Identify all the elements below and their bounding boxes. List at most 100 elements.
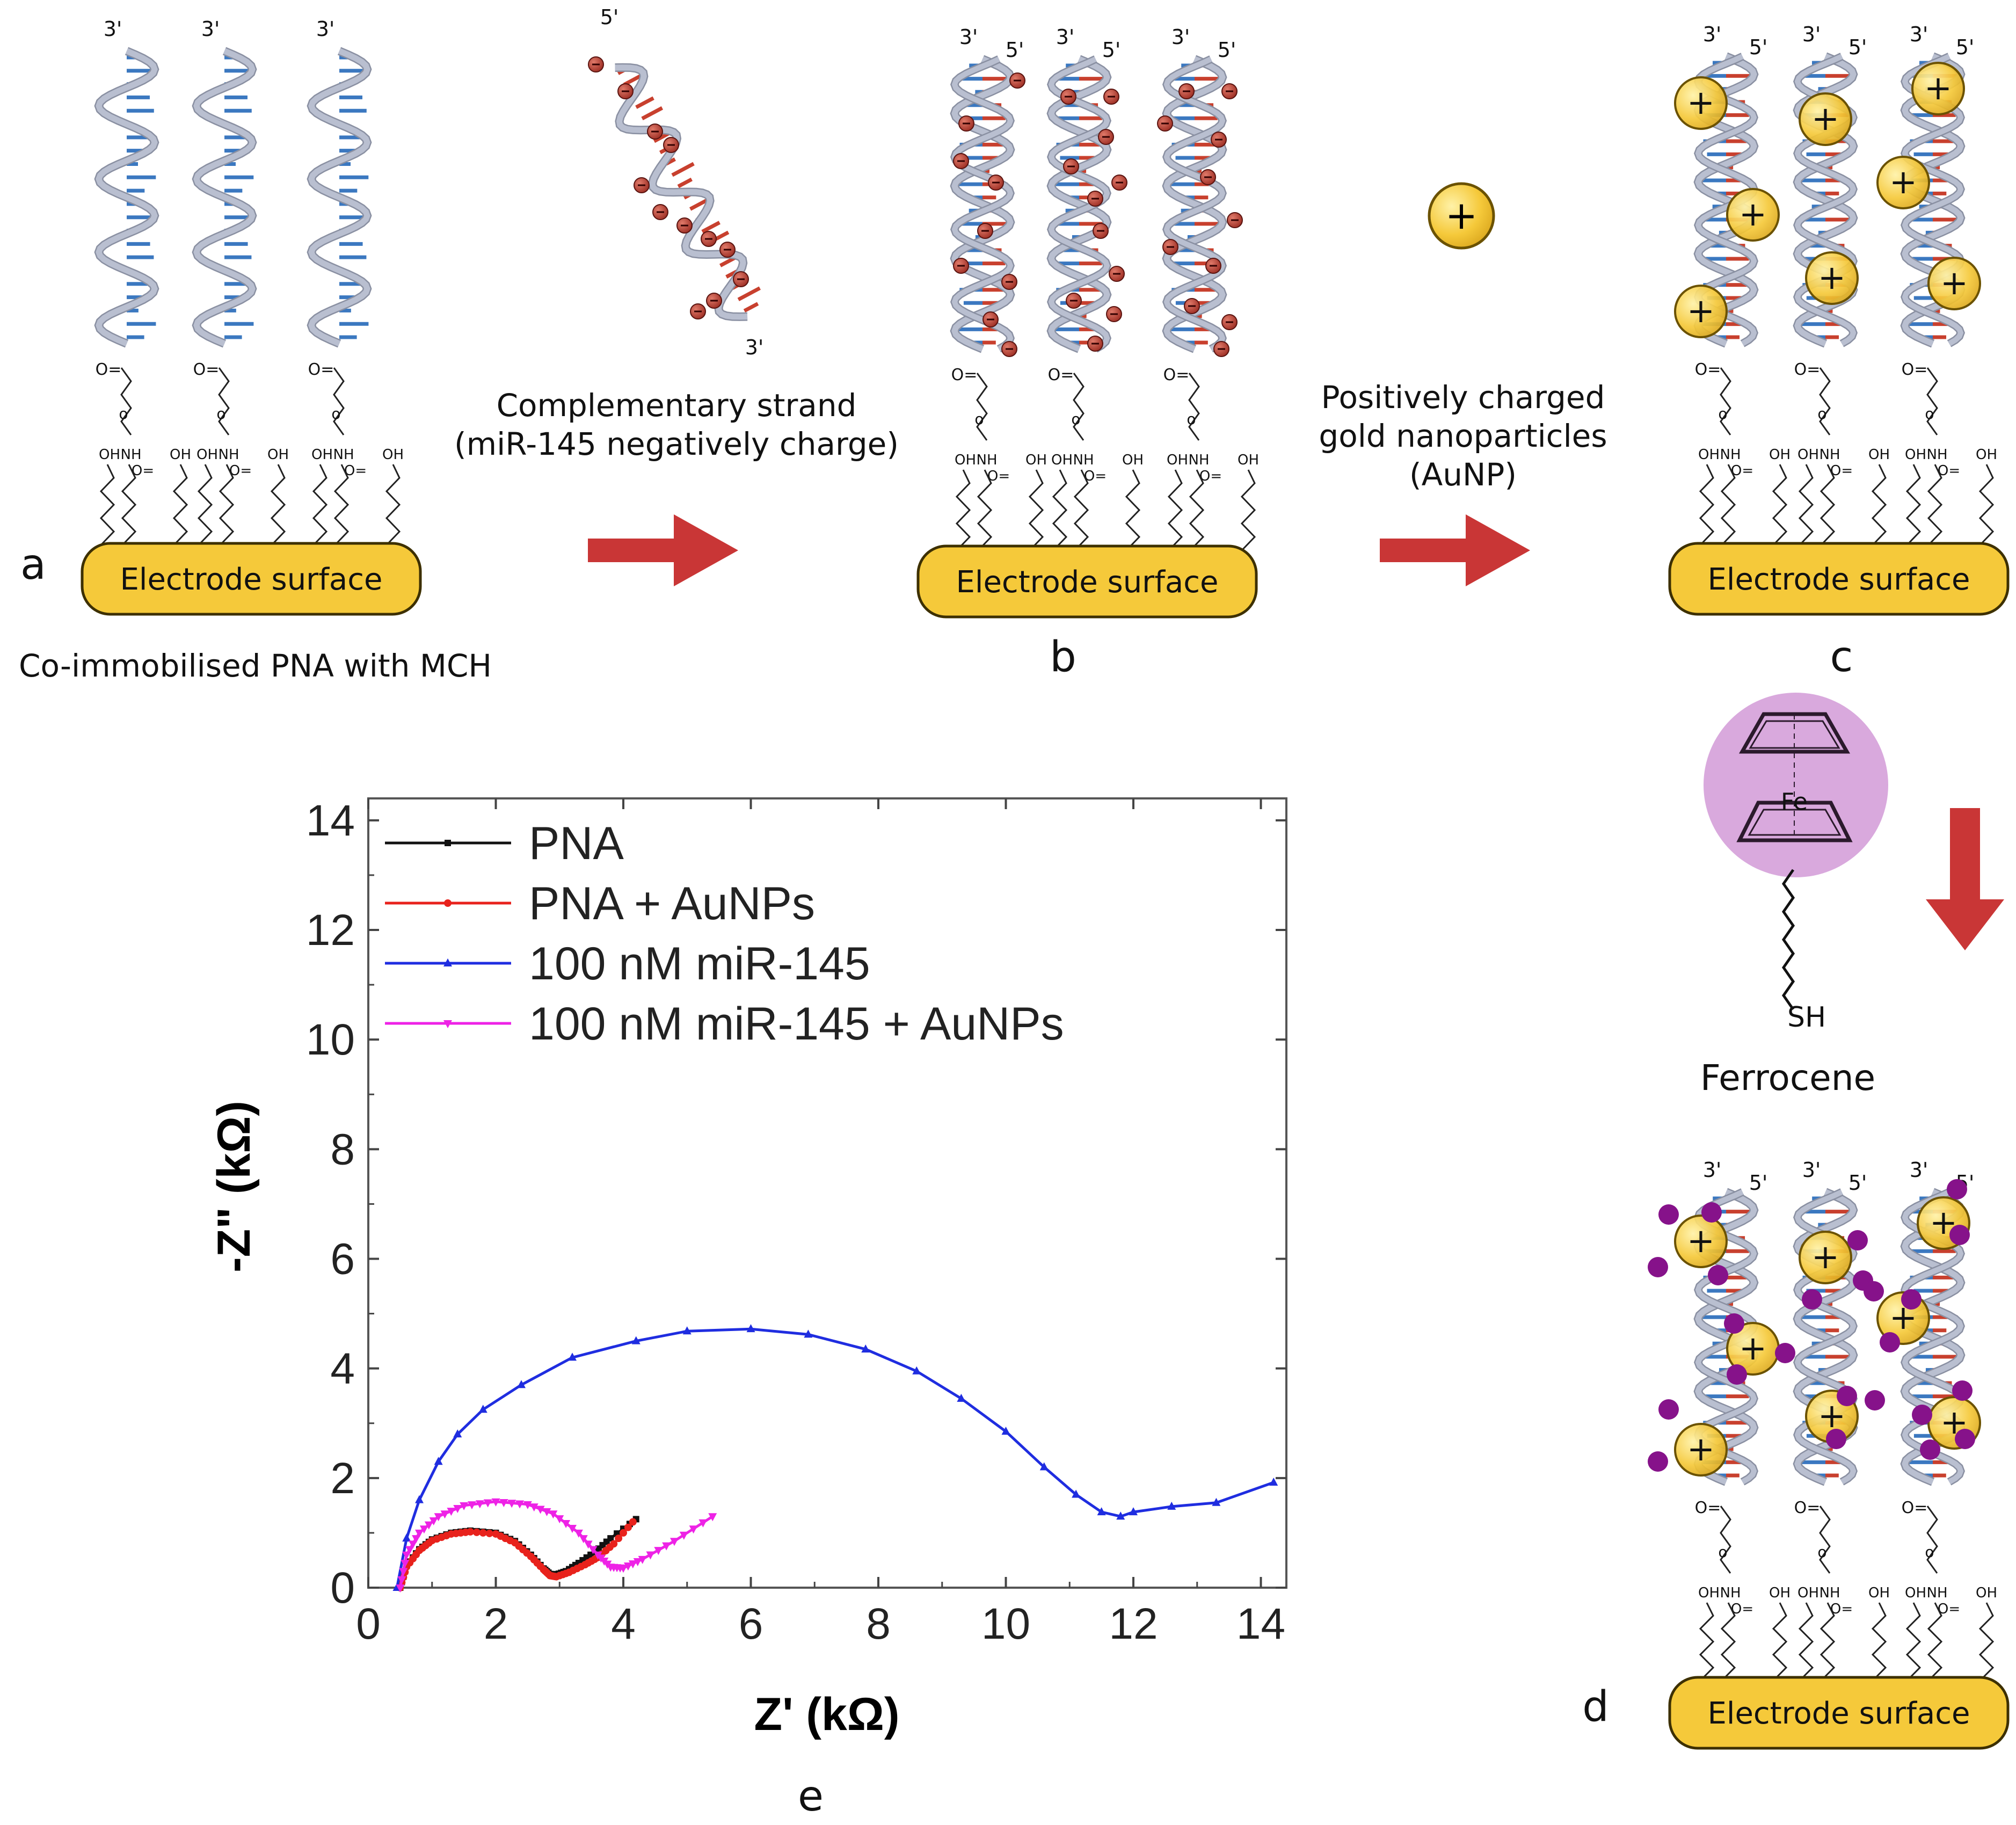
bound-aunp-c-2: + bbox=[1674, 285, 1728, 338]
mch-chain bbox=[1798, 464, 1814, 546]
duplex-negative-charge-21 bbox=[1221, 83, 1238, 99]
cp-ring-bottom bbox=[1736, 801, 1853, 842]
chart-legend: PNA PNA + AuNPs 100 nM miR-145 100 nM miR-1… bbox=[385, 818, 1064, 1050]
legend-entry-3: 100 nM miR-145 + AuNPs bbox=[529, 998, 1064, 1050]
base-rung bbox=[737, 286, 761, 301]
mir-negative-charge-3 bbox=[663, 137, 679, 153]
duplex-negative-charge-10 bbox=[1103, 89, 1119, 105]
b0-three-prime: 3' bbox=[959, 25, 978, 49]
data-point bbox=[542, 1508, 551, 1516]
ferrocene-dot bbox=[1802, 1289, 1822, 1310]
aunp-plus: + bbox=[1687, 1221, 1715, 1260]
ferrocene-dot bbox=[1658, 1204, 1679, 1225]
oh-label: OH bbox=[196, 447, 218, 463]
schematic-scene: 3' 3' 3'O=oOH NHO=OHO=oOH NHO=OHO=oOH NHO=OH5… bbox=[81, 5, 2010, 1750]
thiol-chain bbox=[1189, 469, 1205, 551]
data-point bbox=[440, 1510, 449, 1519]
bound-aunp-c-7: + bbox=[1927, 257, 1981, 310]
nyquist-chart: 0 2 4 6 8 10 12 14 0 2 4 6 8 10 12 14 PNA PNA + AuNPs 100… bbox=[208, 796, 1287, 1740]
data-point bbox=[443, 958, 452, 966]
duplex-negative-charge-26 bbox=[1162, 239, 1178, 255]
complementary-strand-sublabel: (miR-145 negatively charge) bbox=[454, 426, 899, 462]
duplex-negative-charge-29 bbox=[1221, 314, 1238, 330]
mir-five-prime: 5' bbox=[600, 5, 619, 29]
data-point bbox=[479, 1529, 487, 1537]
pna-helix-a-2 bbox=[307, 47, 372, 348]
aunp-circle bbox=[1726, 188, 1780, 242]
data-point bbox=[399, 1568, 408, 1576]
oh-label: OH bbox=[1238, 452, 1259, 468]
data-point bbox=[708, 1513, 717, 1522]
data-point bbox=[443, 1020, 452, 1028]
mch-chain bbox=[1772, 464, 1788, 546]
data-point bbox=[405, 1546, 414, 1554]
nh-label: NH bbox=[1073, 452, 1094, 468]
b2-three-prime: 3' bbox=[1171, 25, 1190, 49]
oh-label: OH bbox=[1769, 1585, 1791, 1601]
electrode-b bbox=[916, 544, 1258, 619]
electrode-b-label: Electrode surface bbox=[956, 565, 1219, 600]
ether-chain bbox=[333, 367, 345, 435]
nh-label: NH bbox=[1720, 447, 1741, 463]
legend-entry-0: PNA bbox=[529, 818, 624, 869]
data-point bbox=[447, 1508, 456, 1516]
duplex-negative-charge-4 bbox=[977, 223, 993, 239]
data-point bbox=[682, 1326, 692, 1335]
d0-five-prime: 5' bbox=[1749, 1171, 1768, 1195]
carbonyl-label: O= bbox=[1794, 360, 1821, 379]
b1-five-prime: 5' bbox=[1102, 38, 1121, 62]
series-3 bbox=[396, 1498, 717, 1593]
series-2 bbox=[392, 1324, 1278, 1591]
ferrocene-dot bbox=[1701, 1202, 1722, 1223]
mch-chain bbox=[1772, 1602, 1788, 1682]
ferrocene-dot bbox=[1847, 1230, 1868, 1250]
backbone-strand bbox=[615, 64, 748, 320]
ether-oxygen: o bbox=[119, 405, 128, 423]
c-linker-2: O=oOH NHO=OH bbox=[1902, 360, 1997, 479]
thiol-chain bbox=[1927, 464, 1943, 546]
mch-chain bbox=[1978, 464, 1995, 546]
mch-chain bbox=[1905, 1602, 1922, 1682]
ferrocene-dot bbox=[1952, 1380, 1973, 1401]
mir-negative-charge-7 bbox=[701, 231, 717, 247]
aunp-circle bbox=[1674, 1423, 1728, 1477]
aunp-label-line3: (AuNP) bbox=[1409, 456, 1517, 493]
data-point bbox=[562, 1520, 571, 1529]
x-tick-label: 14 bbox=[1236, 1599, 1285, 1648]
c2-three-prime: 3' bbox=[1910, 23, 1928, 46]
thiol-chain bbox=[1720, 464, 1736, 546]
data-point bbox=[434, 1457, 443, 1465]
x-tick-label: 6 bbox=[739, 1599, 763, 1648]
electrode-a bbox=[81, 542, 422, 616]
oh-label: OH bbox=[1051, 452, 1073, 468]
mir-negative-charge-9 bbox=[706, 293, 722, 309]
bound-aunp-c-0: + bbox=[1674, 76, 1728, 130]
data-point bbox=[467, 1528, 474, 1536]
data-point bbox=[1116, 1511, 1125, 1520]
mch-chain bbox=[1699, 464, 1715, 546]
base-rung bbox=[677, 177, 693, 188]
mch-chain bbox=[1699, 1602, 1715, 1682]
cp-ring-bottom-inner bbox=[1748, 809, 1842, 836]
mir-negative-charge-0 bbox=[588, 56, 604, 72]
oh-label: OH bbox=[1976, 1585, 1997, 1601]
duplex-negative-charge-0 bbox=[1009, 72, 1025, 89]
ether-oxygen: o bbox=[1925, 1543, 1934, 1561]
complement-strand bbox=[951, 56, 1014, 352]
data-point bbox=[584, 1540, 593, 1549]
duplex-negative-charge-1 bbox=[958, 115, 974, 132]
legend-entry-1: PNA + AuNPs bbox=[529, 878, 815, 929]
b1-three-prime: 3' bbox=[1056, 25, 1075, 49]
pna-helix-a-1 bbox=[192, 47, 257, 348]
data-point bbox=[515, 1500, 525, 1509]
b2-five-prime: 5' bbox=[1218, 38, 1236, 62]
ether-oxygen: o bbox=[1817, 1543, 1826, 1561]
y-tick-label: 8 bbox=[330, 1125, 355, 1174]
base-rung bbox=[635, 96, 654, 109]
data-series bbox=[392, 1324, 1278, 1593]
ferrocene-dot bbox=[1920, 1439, 1940, 1460]
duplex-negative-charge-18 bbox=[1106, 306, 1122, 322]
data-point bbox=[555, 1515, 564, 1524]
data-point bbox=[507, 1500, 516, 1508]
nh-label: NH bbox=[1927, 1585, 1948, 1601]
